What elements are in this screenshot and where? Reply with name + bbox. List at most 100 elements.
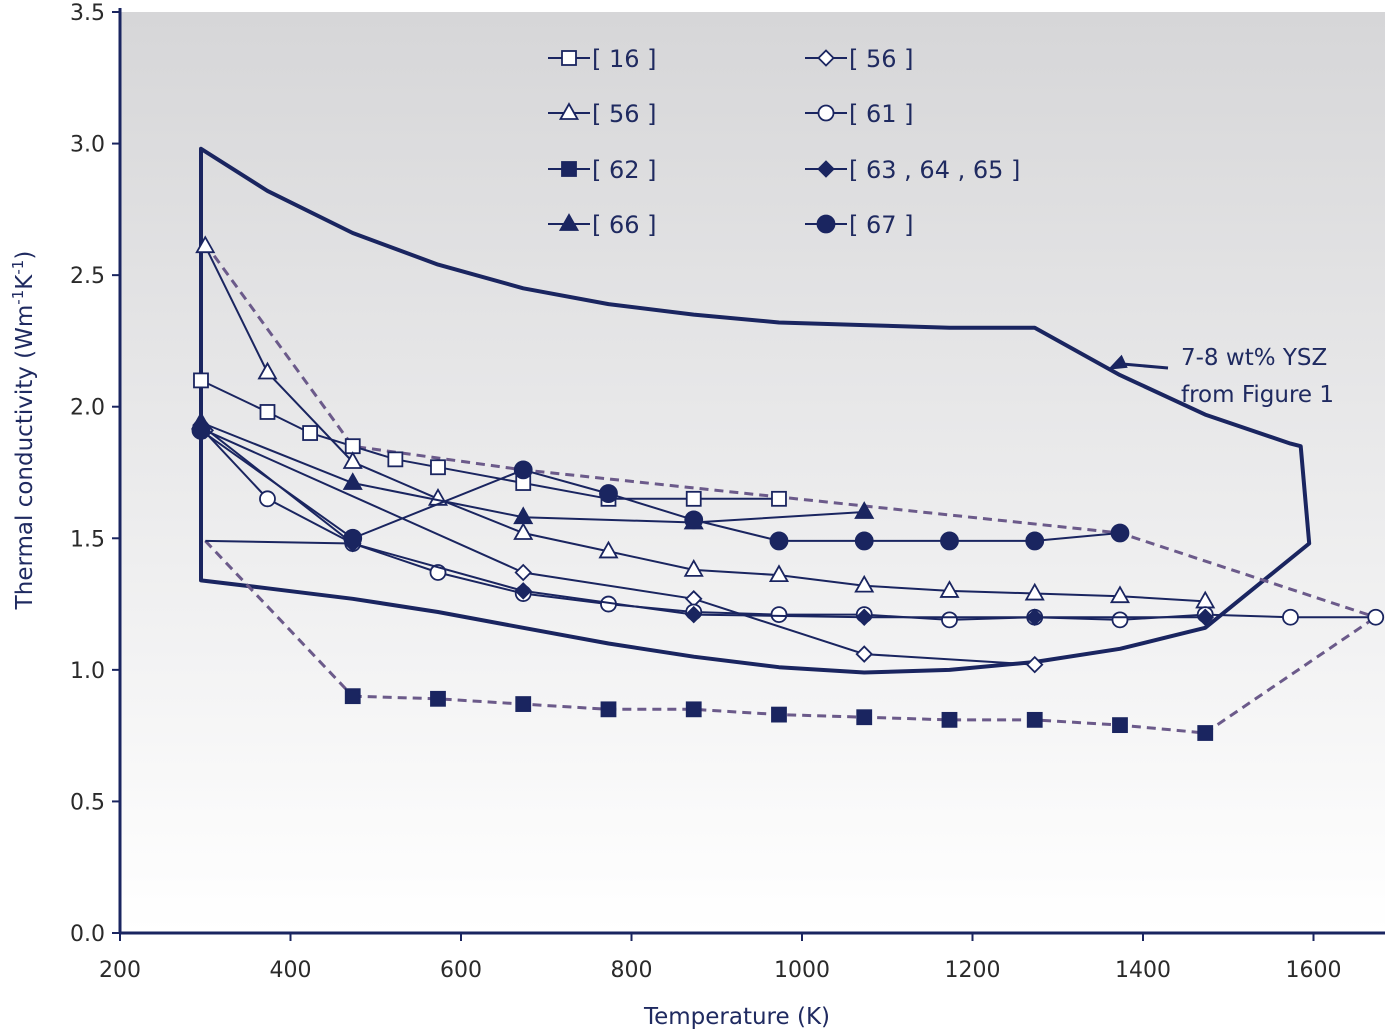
data-point: [683, 559, 704, 577]
data-point: [513, 522, 534, 540]
data-point: [1109, 585, 1131, 604]
legend-marker: [816, 214, 836, 234]
legend-item: [ 16 ]: [548, 45, 657, 73]
annotation-arrow-shaft: [1119, 362, 1169, 370]
series-1: [193, 372, 787, 507]
y-tick-label: 0.5: [70, 790, 105, 815]
y-tick-label: 3.5: [70, 1, 105, 26]
data-point: [195, 235, 216, 254]
data-point: [854, 501, 875, 519]
short-solid-line: [205, 539, 353, 545]
data-point: [771, 706, 787, 723]
data-point: [257, 361, 278, 380]
legend-marker: [558, 213, 580, 231]
y-axis-title-superscript: -1: [9, 290, 27, 305]
series-3: [195, 235, 1216, 609]
data-point: [855, 608, 874, 627]
data-point: [599, 484, 618, 503]
legend-item: [ 67 ]: [805, 211, 914, 239]
data-point: [940, 531, 959, 551]
data-point: [514, 563, 533, 582]
legend-marker: [817, 104, 835, 122]
y-tick-label: 0.0: [70, 922, 105, 947]
plot-area: [120, 12, 1385, 933]
data-point: [191, 420, 211, 440]
data-point: [259, 404, 276, 420]
ysz-envelope: [199, 146, 1312, 675]
data-point: [430, 459, 446, 476]
data-point: [598, 540, 619, 559]
legend-label: [ 61 ]: [849, 100, 914, 128]
x-tick-label: 1400: [1115, 958, 1171, 983]
data-point: [1367, 608, 1385, 626]
data-point: [514, 582, 533, 600]
data-point: [344, 688, 361, 705]
data-point: [941, 711, 958, 728]
data-point: [344, 438, 361, 455]
legend-label: [ 67 ]: [849, 211, 914, 239]
lower-right-dashed-line: [1204, 615, 1377, 735]
series-5: [344, 688, 1214, 741]
data-point: [769, 531, 789, 551]
data-point: [1282, 608, 1299, 626]
x-tick-label: 600: [440, 958, 482, 983]
data-point: [1196, 608, 1215, 627]
x-tick-label: 400: [270, 958, 312, 983]
data-point: [770, 606, 788, 623]
data-point: [302, 425, 319, 441]
series-line: [200, 379, 779, 500]
annotation-line-2: from Figure 1: [1181, 382, 1334, 408]
data-point: [684, 510, 704, 530]
lower-left-dashed-line: [204, 539, 354, 698]
data-point: [343, 528, 363, 548]
legend-label: [ 66 ]: [592, 211, 657, 239]
data-point: [513, 460, 533, 480]
y-axis-title-part: ): [12, 251, 38, 260]
data-point: [1112, 717, 1128, 734]
data-point: [856, 709, 873, 726]
data-point: [1025, 655, 1044, 674]
data-point: [685, 490, 702, 507]
data-point: [387, 451, 404, 468]
legend-label: [ 56 ]: [592, 100, 657, 128]
data-point: [1197, 725, 1214, 741]
x-tick-label: 200: [99, 958, 141, 983]
y-axis-title: Thermal conductivity (Wm-1K-1): [9, 251, 38, 611]
data-point: [1025, 531, 1045, 551]
y-tick-label: 3.0: [70, 133, 105, 158]
x-tick-label: 800: [611, 958, 653, 983]
data-point: [685, 701, 702, 718]
legend-item: [ 56 ]: [548, 100, 657, 128]
data-point: [342, 472, 363, 490]
y-axis-title-part: Thermal conductivity (Wm: [12, 305, 38, 611]
legend-marker: [817, 49, 835, 67]
data-point: [1111, 611, 1129, 629]
legend-item: [ 56 ]: [805, 45, 914, 73]
x-tick-label: 1600: [1286, 958, 1342, 983]
data-point: [430, 690, 446, 707]
series-line: [200, 429, 1121, 542]
annotation-line-1: 7-8 wt% YSZ: [1181, 345, 1327, 371]
data-point: [342, 451, 363, 469]
data-point: [768, 564, 790, 583]
data-point: [1110, 523, 1130, 543]
data-point: [515, 696, 532, 712]
legend-marker: [817, 160, 835, 178]
y-axis-title-superscript: -1: [9, 260, 27, 275]
x-tick-label: 1200: [945, 958, 1001, 983]
y-tick-label: 1.5: [70, 527, 105, 552]
data-point: [1026, 711, 1043, 728]
legend-label: [ 16 ]: [592, 45, 657, 73]
data-point: [771, 490, 787, 507]
legend-label: [ 63 , 64 , 65 ]: [849, 156, 1020, 184]
data-point: [1024, 582, 1045, 601]
y-tick-label: 2.5: [70, 264, 105, 289]
y-tick-label: 1.0: [70, 659, 105, 684]
data-point: [684, 605, 703, 624]
legend-item: [ 62 ]: [548, 156, 657, 184]
x-axis-title: Temperature (K): [643, 1004, 830, 1030]
data-point: [855, 645, 874, 663]
x-tick-label: 1000: [774, 958, 830, 983]
legend-marker: [558, 102, 580, 120]
